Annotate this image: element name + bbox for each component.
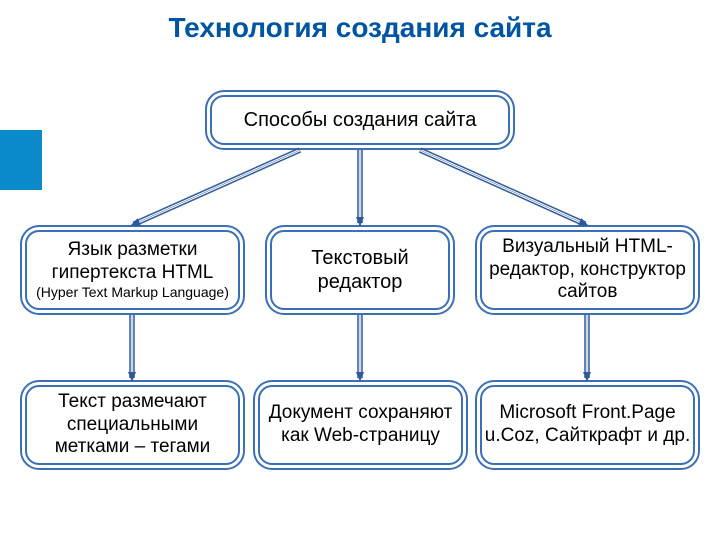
node-examples-label: Microsoft Front.Page u.Coz, Сайткрафт и … bbox=[482, 402, 693, 448]
node-html-language-main: Язык разметки гипертекста HTML bbox=[27, 239, 238, 285]
side-accent-bar bbox=[0, 130, 42, 190]
node-text-editor: Текстовый редактор bbox=[270, 230, 450, 310]
node-save-as-web: Документ сохраняют как Web-страницу bbox=[258, 385, 463, 465]
node-tags-explainer-label: Текст размечают специальными метками – т… bbox=[27, 391, 238, 459]
node-html-language: Язык разметки гипертекста HTML (Hyper Te… bbox=[25, 230, 240, 310]
node-visual-editor-label: Визуальный HTML-редактор, конструктор са… bbox=[482, 236, 693, 304]
node-root: Способы создания сайта bbox=[210, 95, 510, 145]
node-tags-explainer: Текст размечают специальными метками – т… bbox=[25, 385, 240, 465]
node-text-editor-label: Текстовый редактор bbox=[272, 246, 448, 294]
node-html-language-sub: (Hyper Text Markup Language) bbox=[36, 284, 229, 301]
node-examples: Microsoft Front.Page u.Coz, Сайткрафт и … bbox=[480, 385, 695, 465]
node-save-as-web-label: Документ сохраняют как Web-страницу bbox=[260, 402, 461, 448]
node-visual-editor: Визуальный HTML-редактор, конструктор са… bbox=[480, 230, 695, 310]
diagram-stage: { "type": "tree", "title": { "text": "Те… bbox=[0, 0, 720, 540]
page-title: Технология создания сайта bbox=[0, 12, 720, 44]
node-root-label: Способы создания сайта bbox=[244, 108, 477, 132]
